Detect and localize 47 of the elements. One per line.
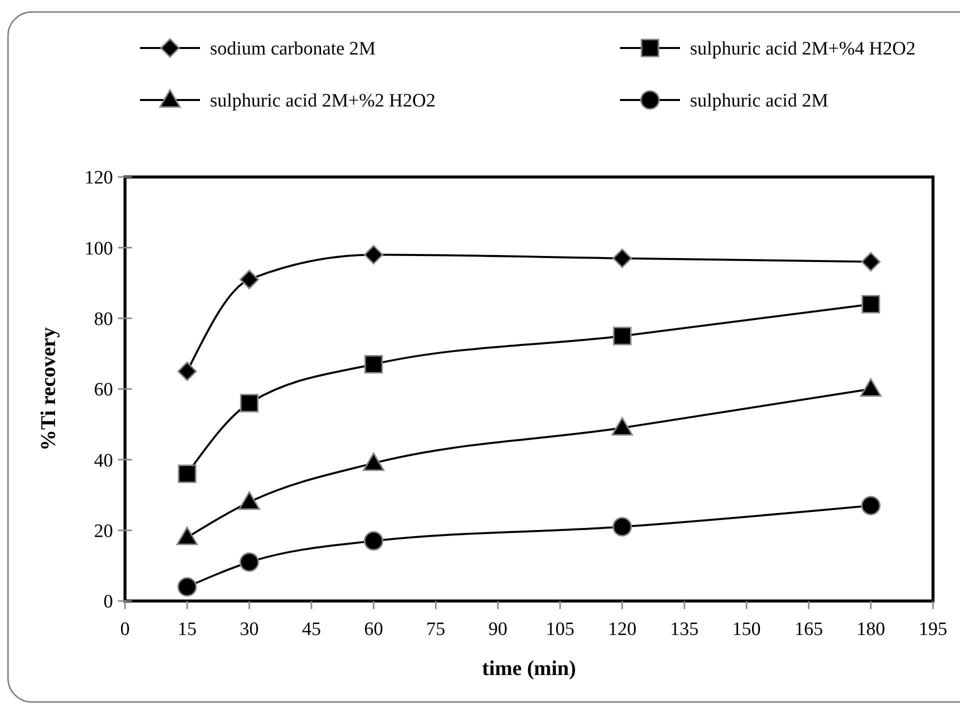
legend-label: sulphuric acid 2M+%2 H2O2 xyxy=(210,90,436,112)
point xyxy=(611,417,633,436)
legend-label: sulphuric acid 2M+%4 H2O2 xyxy=(690,38,916,60)
y-tick-label: 120 xyxy=(84,168,113,189)
x-tick-label: 30 xyxy=(240,619,259,640)
point xyxy=(238,491,260,510)
x-tick-label: 0 xyxy=(120,619,130,640)
point xyxy=(240,552,260,572)
point xyxy=(612,326,632,346)
legend-label: sulphuric acid 2M xyxy=(690,90,828,112)
point xyxy=(177,362,197,382)
y-tick-label: 60 xyxy=(94,380,113,401)
x-tick-label: 195 xyxy=(918,619,948,640)
x-tick-label: 45 xyxy=(302,619,321,640)
point xyxy=(862,294,880,314)
x-tick-label: 135 xyxy=(670,619,699,640)
x-tick-label: 150 xyxy=(732,619,761,640)
x-tick-label: 105 xyxy=(546,619,574,640)
x-tick-label: 180 xyxy=(856,619,886,640)
point xyxy=(612,248,632,268)
point xyxy=(364,355,383,374)
point xyxy=(178,464,196,484)
y-axis-title: %Ti recovery xyxy=(36,326,60,451)
x-tick-label: 120 xyxy=(608,619,636,640)
point xyxy=(861,252,881,272)
point xyxy=(362,452,384,471)
x-tick-label: 15 xyxy=(178,619,197,640)
point xyxy=(861,496,881,516)
x-tick-label: 90 xyxy=(488,619,508,640)
y-tick-label: 0 xyxy=(104,592,113,613)
point xyxy=(364,244,384,264)
y-tick-label: 20 xyxy=(94,520,113,542)
point xyxy=(860,378,882,397)
x-tick-label: 60 xyxy=(364,619,384,640)
point xyxy=(364,531,384,551)
point xyxy=(176,526,198,546)
x-axis-title: time (min) xyxy=(482,656,576,680)
legend-label: sodium carbonate 2M xyxy=(210,38,376,60)
point xyxy=(177,577,197,597)
x-tick-label: 165 xyxy=(794,619,823,640)
x-tick-label: 75 xyxy=(426,619,446,640)
point xyxy=(240,270,260,290)
point xyxy=(240,394,259,412)
y-tick-label: 100 xyxy=(84,238,113,260)
y-tick-label: 40 xyxy=(94,450,113,472)
point xyxy=(612,517,632,537)
y-tick-label: 80 xyxy=(94,308,113,330)
